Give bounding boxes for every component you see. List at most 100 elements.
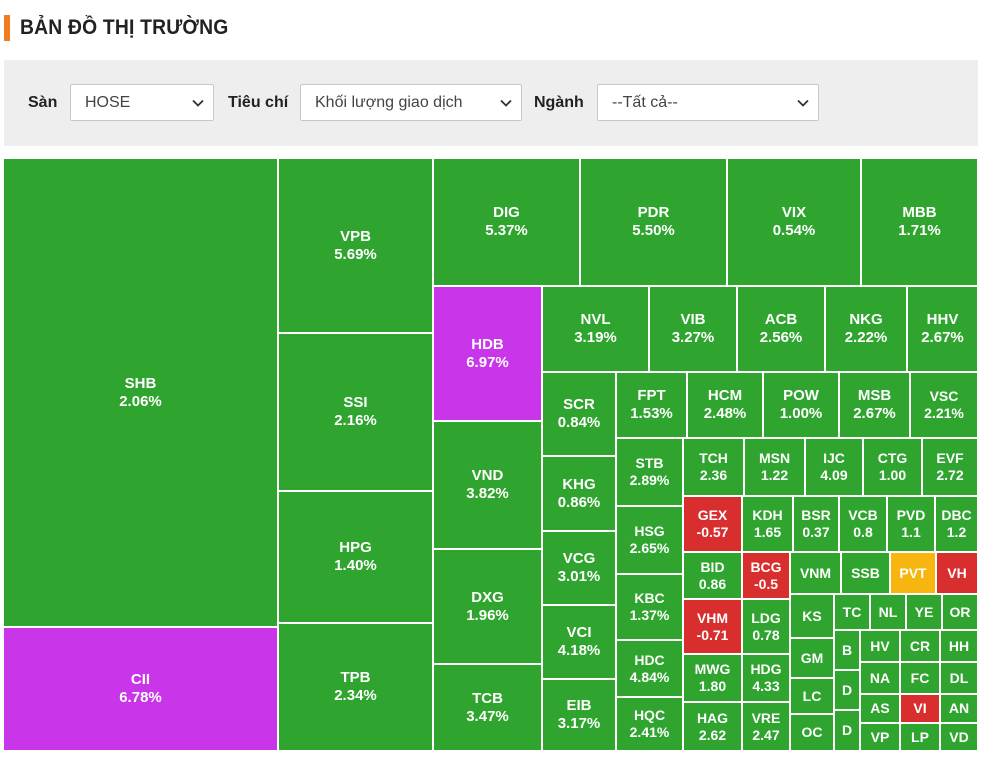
treemap-tile-vci[interactable]: VCI 4.18% xyxy=(542,605,616,679)
treemap-tile-ssb[interactable]: SSB xyxy=(841,552,890,594)
treemap-tile-vi[interactable]: VI xyxy=(900,694,940,723)
treemap-tile-bid[interactable]: BID 0.86 xyxy=(683,552,742,599)
treemap-tile-msb[interactable]: MSB 2.67% xyxy=(839,372,910,438)
treemap-tile-hcm[interactable]: HCM 2.48% xyxy=(687,372,763,438)
treemap-tile-nvl[interactable]: NVL 3.19% xyxy=(542,286,649,372)
treemap-tile-gm[interactable]: GM xyxy=(790,638,834,678)
treemap-tile-vcg[interactable]: VCG 3.01% xyxy=(542,531,616,605)
tile-symbol: CR xyxy=(909,637,931,654)
tile-change: 1.65 xyxy=(753,524,782,540)
treemap-tile-vhm[interactable]: VHM -0.71 xyxy=(683,599,742,654)
exchange-select[interactable]: HOSE xyxy=(70,84,214,121)
criteria-select[interactable]: Khối lượng giao dịch xyxy=(300,84,522,121)
treemap-tile-lc[interactable]: LC xyxy=(790,678,834,714)
treemap-tile-eib[interactable]: EIB 3.17% xyxy=(542,679,616,751)
treemap-tile-vnd[interactable]: VND 3.82% xyxy=(433,421,542,549)
treemap-tile-oc[interactable]: OC xyxy=(790,714,834,751)
treemap-tile-pvt[interactable]: PVT xyxy=(890,552,936,594)
treemap-tile-fc[interactable]: FC xyxy=(900,662,940,694)
treemap-tile-scr[interactable]: SCR 0.84% xyxy=(542,372,616,456)
treemap-tile-pdr[interactable]: PDR 5.50% xyxy=(580,158,727,286)
treemap-tile-vcb[interactable]: VCB 0.8 xyxy=(839,496,887,552)
treemap-tile-b[interactable]: B xyxy=(834,630,860,670)
tile-symbol: NVL xyxy=(580,311,611,328)
tile-change: 3.19% xyxy=(574,329,617,346)
treemap-tile-vp[interactable]: VP xyxy=(860,723,900,751)
treemap-tile-ye[interactable]: YE xyxy=(906,594,942,630)
treemap-tile-dxg[interactable]: DXG 1.96% xyxy=(433,549,542,664)
treemap-tile-ssi[interactable]: SSI 2.16% xyxy=(278,333,433,491)
treemap-tile-hsg[interactable]: HSG 2.65% xyxy=(616,506,683,574)
tile-symbol: BSR xyxy=(801,507,831,523)
treemap-tile-tch[interactable]: TCH 2.36 xyxy=(683,438,744,496)
treemap-tile-ctg[interactable]: CTG 1.00 xyxy=(863,438,922,496)
treemap-tile-vd[interactable]: VD xyxy=(940,723,978,751)
treemap-tile-lp[interactable]: LP xyxy=(900,723,940,751)
treemap-tile-hag[interactable]: HAG 2.62 xyxy=(683,702,742,751)
treemap-tile-dl[interactable]: DL xyxy=(940,662,978,694)
treemap-tile-vix[interactable]: VIX 0.54% xyxy=(727,158,861,286)
treemap-tile-msn[interactable]: MSN 1.22 xyxy=(744,438,805,496)
treemap-tile-pow[interactable]: POW 1.00% xyxy=(763,372,839,438)
tile-change: 1.00 xyxy=(878,467,907,483)
tile-change: 2.72 xyxy=(936,467,964,483)
treemap-tile-kdh[interactable]: KDH 1.65 xyxy=(742,496,793,552)
tile-change: 4.18% xyxy=(557,642,601,659)
page-title: BẢN ĐỒ THỊ TRƯỜNG xyxy=(4,14,247,42)
treemap-tile-hdg[interactable]: HDG 4.33 xyxy=(742,654,790,702)
treemap-tile-vsc[interactable]: VSC 2.21% xyxy=(910,372,978,438)
treemap-tile-as[interactable]: AS xyxy=(860,694,900,723)
treemap-tile-mbb[interactable]: MBB 1.71% xyxy=(861,158,978,286)
treemap-tile-hdc[interactable]: HDC 4.84% xyxy=(616,640,683,697)
treemap-tile-ldg[interactable]: LDG 0.78 xyxy=(742,599,790,654)
treemap-tile-nkg[interactable]: NKG 2.22% xyxy=(825,286,907,372)
tile-symbol: MWG xyxy=(694,661,731,677)
treemap-tile-vnm[interactable]: VNM xyxy=(790,552,841,594)
treemap-tile-shb[interactable]: SHB 2.06% xyxy=(3,158,278,627)
treemap-tile-tpb[interactable]: TPB 2.34% xyxy=(278,623,433,751)
treemap-tile-d[interactable]: D xyxy=(834,710,860,751)
treemap-tile-d[interactable]: D xyxy=(834,670,860,710)
treemap-tile-hqc[interactable]: HQC 2.41% xyxy=(616,697,683,751)
treemap-tile-an[interactable]: AN xyxy=(940,694,978,723)
treemap-tile-dig[interactable]: DIG 5.37% xyxy=(433,158,580,286)
treemap-tile-cii[interactable]: CII 6.78% xyxy=(3,627,278,751)
tile-change: 2.22% xyxy=(844,329,888,346)
sector-select[interactable]: --Tất cả-- xyxy=(597,84,819,121)
tile-change: 0.37 xyxy=(802,524,830,540)
treemap-tile-tc[interactable]: TC xyxy=(834,594,870,630)
treemap-tile-or[interactable]: OR xyxy=(942,594,978,630)
treemap-tile-bsr[interactable]: BSR 0.37 xyxy=(793,496,839,552)
treemap-tile-ijc[interactable]: IJC 4.09 xyxy=(805,438,863,496)
treemap-tile-evf[interactable]: EVF 2.72 xyxy=(922,438,978,496)
treemap-tile-na[interactable]: NA xyxy=(860,662,900,694)
treemap-tile-vpb[interactable]: VPB 5.69% xyxy=(278,158,433,333)
treemap-tile-hdb[interactable]: HDB 6.97% xyxy=(433,286,542,421)
treemap-tile-pvd[interactable]: PVD 1.1 xyxy=(887,496,935,552)
exchange-select-value: HOSE xyxy=(85,93,131,111)
treemap-tile-mwg[interactable]: MWG 1.80 xyxy=(683,654,742,702)
treemap-tile-ks[interactable]: KS xyxy=(790,594,834,638)
tile-change: 0.86 xyxy=(698,575,727,592)
treemap-tile-vre[interactable]: VRE 2.47 xyxy=(742,702,790,751)
treemap-tile-acb[interactable]: ACB 2.56% xyxy=(737,286,825,372)
treemap-tile-nl[interactable]: NL xyxy=(870,594,906,630)
treemap-tile-dbc[interactable]: DBC 1.2 xyxy=(935,496,978,552)
treemap-tile-khg[interactable]: KHG 0.86% xyxy=(542,456,616,531)
tile-symbol: SSB xyxy=(851,564,880,581)
treemap-tile-vh[interactable]: VH xyxy=(936,552,978,594)
treemap-tile-bcg[interactable]: BCG -0.5 xyxy=(742,552,790,599)
tile-symbol: DL xyxy=(949,669,969,686)
treemap-tile-gex[interactable]: GEX -0.57 xyxy=(683,496,742,552)
treemap-tile-vib[interactable]: VIB 3.27% xyxy=(649,286,737,372)
treemap-tile-hv[interactable]: HV xyxy=(860,630,900,662)
treemap-tile-stb[interactable]: STB 2.89% xyxy=(616,438,683,506)
treemap-tile-tcb[interactable]: TCB 3.47% xyxy=(433,664,542,751)
treemap-tile-fpt[interactable]: FPT 1.53% xyxy=(616,372,687,438)
treemap-tile-kbc[interactable]: KBC 1.37% xyxy=(616,574,683,640)
treemap-tile-cr[interactable]: CR xyxy=(900,630,940,662)
treemap-tile-hhv[interactable]: HHV 2.67% xyxy=(907,286,978,372)
treemap-tile-hpg[interactable]: HPG 1.40% xyxy=(278,491,433,623)
treemap-tile-hh[interactable]: HH xyxy=(940,630,978,662)
